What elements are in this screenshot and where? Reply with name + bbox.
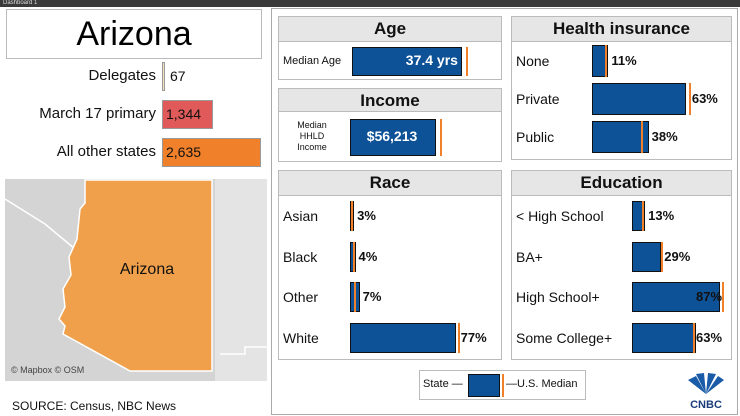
bar	[632, 322, 696, 353]
state-shape	[58, 179, 213, 372]
delegate-bar	[162, 100, 213, 129]
value-label: 67	[170, 68, 186, 84]
us-median-line	[466, 46, 469, 76]
value-label: $56,213	[366, 128, 418, 144]
logo-text: CNBC	[690, 399, 722, 411]
row-label: None	[516, 53, 550, 69]
panel-header: Education	[511, 170, 732, 196]
source: SOURCE: Census, NBC News	[12, 399, 177, 413]
value-label: 11%	[611, 53, 637, 68]
state-title: Arizona	[6, 9, 262, 59]
value-label: 38%	[651, 129, 678, 144]
tab[interactable]: Dashboard 1	[0, 0, 740, 7]
value-label: 1,344	[166, 106, 202, 122]
us-median-line	[692, 322, 695, 353]
bar	[632, 201, 646, 232]
value-label: 29%	[664, 248, 691, 264]
us-median-line	[641, 121, 644, 153]
map-region	[215, 179, 267, 381]
row-label: High School+	[516, 289, 600, 306]
bar	[592, 83, 686, 115]
row-label: Some College+	[516, 329, 613, 346]
bar	[352, 46, 462, 76]
value-label: 37.4 yrs	[405, 52, 458, 68]
us-median-line	[351, 201, 354, 232]
value-label: 87%	[696, 289, 723, 305]
panel-header: Income	[278, 88, 502, 114]
legend	[419, 370, 586, 400]
value-label: 77%	[460, 329, 487, 345]
us-median-line	[605, 45, 608, 77]
legend-median: —U.S. Median	[506, 378, 578, 390]
bar	[592, 45, 609, 77]
us-median-line	[439, 118, 442, 156]
us-median-line	[721, 282, 724, 313]
row-label: Asian	[283, 208, 319, 225]
map: Arizona © Mapbox © OSM	[5, 179, 267, 381]
row-label: March 17 primary	[39, 105, 156, 122]
row-label: Median Age	[283, 55, 342, 67]
bar	[350, 322, 457, 353]
row-label: All other states	[56, 143, 156, 160]
map-credit: © Mapbox © OSM	[11, 365, 84, 375]
value-label: 7%	[362, 289, 382, 305]
row-label: Delegates	[88, 67, 156, 84]
bar	[632, 282, 720, 313]
panel-header: Health insurance	[511, 16, 732, 42]
logo-peacock	[688, 373, 724, 394]
logo: CNBC	[680, 372, 732, 411]
value-label: 63%	[691, 91, 718, 106]
row-label: White	[283, 329, 319, 346]
us-median-line	[688, 83, 691, 115]
map-border	[220, 346, 267, 355]
map-border	[5, 198, 76, 250]
us-median-line	[642, 201, 645, 232]
row-label: < High School	[516, 208, 604, 225]
row-label: Private	[516, 91, 560, 107]
legend-state: State —	[423, 378, 463, 390]
value-label: 13%	[648, 208, 675, 224]
legend-median-swatch	[502, 374, 504, 397]
delegate-bar	[162, 138, 262, 167]
us-median-line	[661, 241, 664, 272]
map-label: Arizona	[120, 261, 174, 278]
row-label: Black	[283, 248, 318, 265]
value-label: 63%	[696, 329, 723, 345]
us-median-line	[354, 282, 357, 313]
row-label: Other	[283, 289, 319, 306]
us-median-line	[457, 322, 460, 353]
panel-header: Age	[278, 16, 502, 42]
us-median-line	[352, 241, 355, 272]
value-label: 2,635	[166, 144, 202, 160]
bar	[350, 118, 436, 156]
right-frame	[271, 8, 738, 415]
panel-header: Race	[278, 170, 502, 196]
bar	[632, 241, 662, 272]
row-label: Public	[516, 129, 555, 145]
legend-swatch	[468, 374, 500, 397]
bar	[592, 121, 649, 153]
row-label: BA+	[516, 248, 543, 265]
value-label: 4%	[358, 248, 378, 264]
delegate-bar	[162, 62, 165, 91]
value-label: 3%	[357, 208, 376, 224]
row-label: Median HHLD Income	[297, 120, 327, 152]
